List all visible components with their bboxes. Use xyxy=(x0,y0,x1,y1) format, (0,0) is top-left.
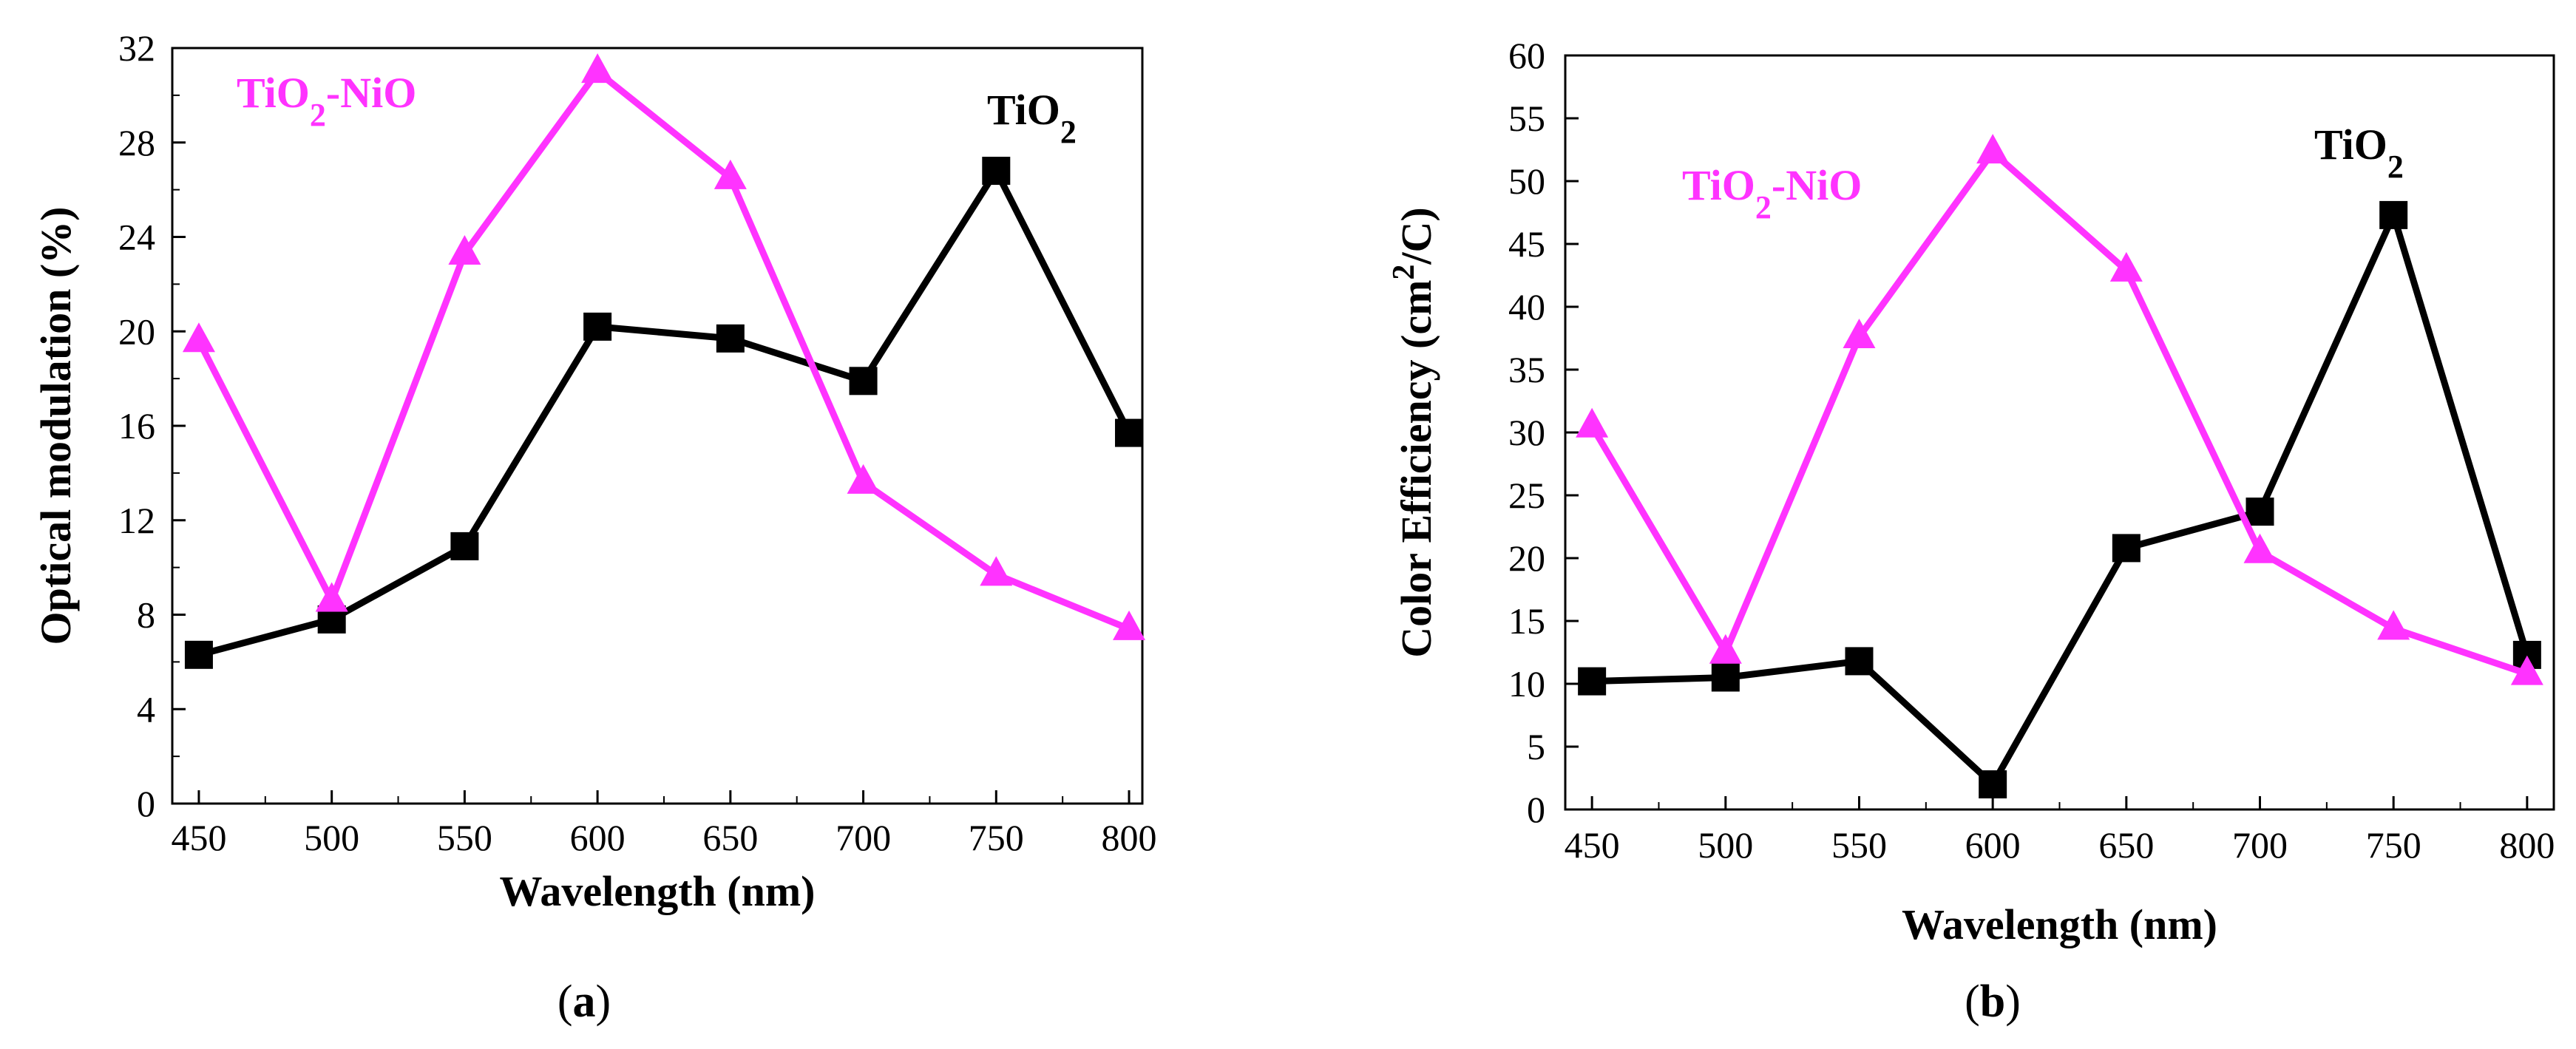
x-tick-label: 600 xyxy=(1965,824,2021,866)
y-tick-label: 0 xyxy=(137,783,155,824)
series-label: TiO2 xyxy=(987,86,1077,150)
x-tick-label: 650 xyxy=(2098,824,2154,866)
x-tick-label: 750 xyxy=(969,817,1024,858)
data-point-square xyxy=(982,157,1011,186)
y-tick-label: 55 xyxy=(1508,98,1545,139)
y-tick-label: 32 xyxy=(118,27,155,69)
y-tick-label: 8 xyxy=(137,594,155,636)
y-tick-label: 4 xyxy=(137,688,155,730)
data-point-triangle xyxy=(714,159,747,189)
x-tick-label: 800 xyxy=(1102,817,1157,858)
data-point-triangle xyxy=(581,53,614,84)
y-tick-label: 28 xyxy=(118,122,155,163)
data-point-square xyxy=(2245,498,2274,526)
y-tick-label: 50 xyxy=(1508,160,1545,202)
series-label: TiO2-NiO xyxy=(237,69,416,133)
data-point-square xyxy=(1979,770,2007,798)
y-tick-label: 15 xyxy=(1508,600,1545,642)
panel-a: 450 500 550 600 650 700 750 800 0 4 8 12 16 20 24 28 32 W… xyxy=(32,27,1157,1027)
x-tick-label: 500 xyxy=(1698,824,1753,866)
x-tick-label: 600 xyxy=(570,817,626,858)
data-point-square xyxy=(716,324,745,353)
data-point-triangle xyxy=(448,235,481,265)
y-tick-label: 12 xyxy=(118,500,155,541)
y-tick-label: 35 xyxy=(1508,349,1545,390)
data-point-square xyxy=(2112,534,2141,563)
data-point-square xyxy=(184,640,213,669)
panel-b: 450 500 550 600 650 700 750 800 0 5 10 15 20 25 30 35 40… xyxy=(1387,35,2555,1027)
series-line xyxy=(195,67,1131,632)
y-tick-label: 45 xyxy=(1508,223,1545,265)
series-line xyxy=(1592,206,2531,790)
data-point-triangle xyxy=(2243,533,2277,563)
y-tick-label: 0 xyxy=(1527,789,1545,830)
data-point-triangle xyxy=(182,322,215,353)
x-tick-label: 550 xyxy=(1831,824,1887,866)
y-tick-label: 5 xyxy=(1527,726,1545,767)
x-tick-label: 450 xyxy=(1565,824,1620,866)
data-point-square xyxy=(1115,418,1144,447)
data-point-square xyxy=(583,312,612,341)
y-tick-label: 40 xyxy=(1508,286,1545,327)
data-point-triangle xyxy=(1976,134,2010,164)
x-tick-label: 800 xyxy=(2499,824,2555,866)
panel-label: (a) xyxy=(557,977,611,1027)
data-point-square xyxy=(1845,647,1874,676)
data-point-square xyxy=(1711,663,1740,692)
x-tick-label: 750 xyxy=(2366,824,2421,866)
series-label: TiO2 xyxy=(2314,120,2404,185)
data-point-triangle xyxy=(1576,407,1609,438)
series-line xyxy=(197,163,1133,659)
data-point-square xyxy=(450,532,479,560)
data-point-triangle xyxy=(1113,610,1146,640)
x-tick-label: 500 xyxy=(304,817,359,858)
data-point-triangle xyxy=(980,556,1013,586)
y-tick-label: 25 xyxy=(1508,475,1545,516)
data-point-square xyxy=(1578,667,1607,696)
data-point-triangle xyxy=(2109,251,2143,282)
series-label: TiO2-NiO xyxy=(1682,161,1862,225)
data-point-triangle xyxy=(2510,655,2543,685)
series-tio2 xyxy=(184,157,1144,669)
data-point-square xyxy=(849,367,878,396)
data-point-triangle xyxy=(847,464,880,494)
panel-label: (b) xyxy=(1965,977,2021,1027)
y-tick-label: 60 xyxy=(1508,35,1545,76)
series-line xyxy=(1589,147,2529,677)
series-tio2-nio xyxy=(182,53,1146,640)
x-tick-label: 550 xyxy=(437,817,492,858)
x-axis-label: Wavelength (nm) xyxy=(500,867,816,915)
y-tick-label: 20 xyxy=(118,310,155,352)
y-tick-label: 24 xyxy=(118,217,155,258)
data-point-triangle xyxy=(1709,634,1742,664)
y-axis-label: Optical modulation (%) xyxy=(32,207,80,645)
x-axis-label: Wavelength (nm) xyxy=(1902,900,2217,948)
x-tick-label: 700 xyxy=(2232,824,2288,866)
series-tio2 xyxy=(1578,200,2541,798)
y-tick-label: 16 xyxy=(118,405,155,447)
y-tick-label: 10 xyxy=(1508,663,1545,705)
data-point-square xyxy=(2379,200,2408,229)
x-tick-label: 650 xyxy=(702,817,758,858)
y-tick-label: 30 xyxy=(1508,412,1545,453)
x-tick-label: 700 xyxy=(835,817,891,858)
series-tio2-nio xyxy=(1576,134,2543,685)
x-tick-label: 450 xyxy=(171,817,226,858)
data-point-triangle xyxy=(1843,319,1876,348)
y-axis-label: Color Efficiency (cm2/C) xyxy=(1387,207,1440,657)
y-tick-label: 20 xyxy=(1508,537,1545,579)
data-point-triangle xyxy=(315,582,348,612)
data-point-triangle xyxy=(2377,610,2410,640)
